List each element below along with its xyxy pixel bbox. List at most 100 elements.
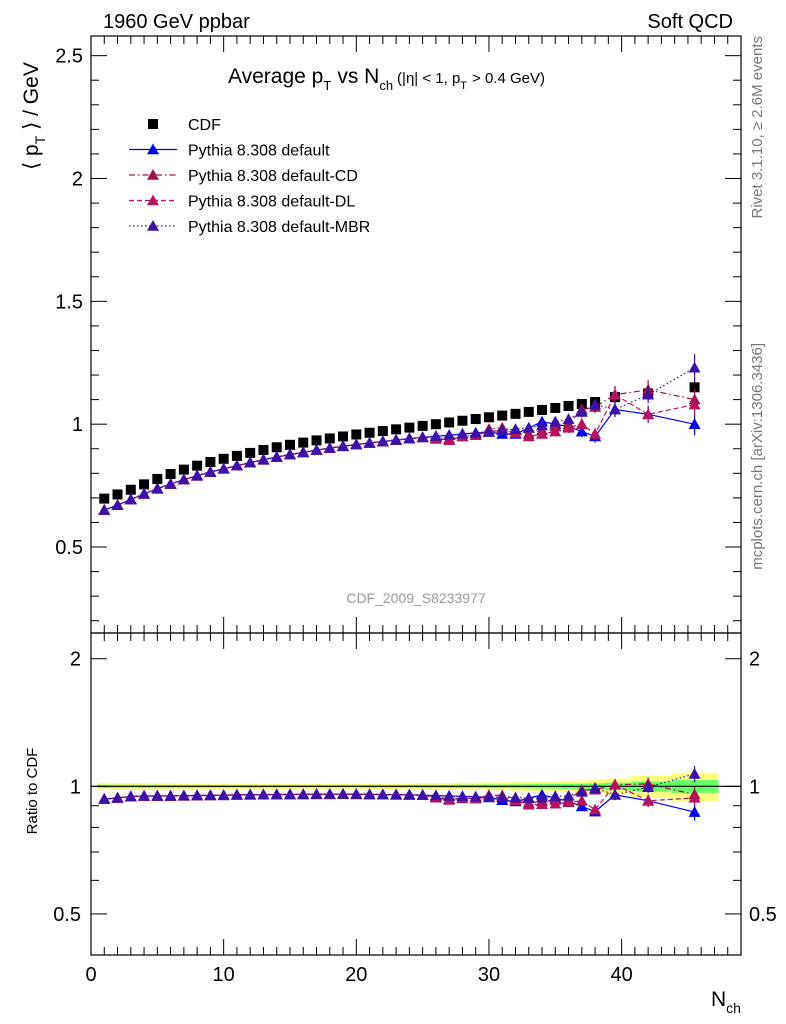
ratio-point [297,788,310,800]
legend: CDF Pythia 8.308 default Pythia 8.308 defa… [129,117,370,236]
ratio-point [688,791,701,803]
ratio-point [164,789,177,801]
data-point [244,456,257,468]
ratio-point [111,791,124,803]
data-point [310,443,323,455]
ratio-point [589,782,602,793]
ratio-point [642,794,655,806]
data-point [536,419,549,431]
ratio-point [443,789,456,801]
ratio-point [310,788,323,799]
mcplots-label: mcplots.cern.ch [arXiv:1306.3436] [749,343,766,570]
data-point [164,477,177,489]
y-tick-label: 1 [749,776,760,798]
ratio-point [376,788,389,800]
data-point [298,437,309,448]
legend-marker [147,194,159,206]
legend-label: Pythia 8.308 default [188,143,330,160]
x-tick-label: 0 [85,964,96,986]
svg-text:⟨ pT ⟩ / GeV: ⟨ pT ⟩ / GeV [20,62,48,170]
data-point [297,446,310,457]
x-tick-label: 40 [610,964,632,986]
ratio-frame [90,632,742,956]
y-tick-label: 2.5 [55,46,83,68]
ratio-point [217,789,230,800]
data-point [192,460,203,471]
data-point [338,431,349,442]
data-point [536,428,549,439]
series-line [104,367,695,511]
x-tick-label: 30 [478,964,500,986]
ratio-point [403,788,416,800]
legend-label: Pythia 8.308 default-DL [188,194,355,211]
data-point [350,438,363,450]
ratio-point [390,788,403,800]
data-point [589,398,602,410]
ratio-point [350,788,363,799]
data-point [575,405,588,417]
ratio-point [337,788,350,799]
data-point [152,473,163,484]
y-tick-label: 2 [72,168,83,190]
series-default [98,402,701,515]
data-point [351,429,362,440]
data-point [270,450,283,462]
ratio-point [98,792,111,804]
y-tick-label: 1.5 [55,291,83,313]
ratio-point [496,791,509,803]
ratio-point [549,797,562,809]
data-point [497,410,508,421]
data-point [230,459,243,471]
data-point [111,499,124,510]
legend-item-default_mbr: Pythia 8.308 default-MBR [129,219,370,236]
data-point [575,418,588,429]
legend-label: Pythia 8.308 default-CD [188,168,358,185]
data-point [444,417,455,428]
header-left: 1960 GeV ppbar [103,11,250,33]
ratio-series-default_mbr [98,765,701,804]
ratio-point [363,788,376,800]
data-point [98,503,111,515]
x-axis-label: Nch [711,988,741,1016]
data-point [139,479,150,490]
ratio-panel: 0.5 0.5 1 1 2 2 0 10 20 30 40 Ratio to CDF [24,632,777,986]
header-right: Soft QCD [647,11,733,33]
data-point [523,406,534,417]
ratio-point [244,788,257,800]
data-point [522,421,535,433]
data-point [151,482,164,494]
data-point [689,382,700,393]
data-point [522,430,535,442]
data-point [482,425,495,437]
data-point [177,473,190,485]
legend-marker [147,169,159,180]
data-point [205,457,216,468]
x-tick-label: 10 [213,964,235,986]
ratio-y-axis: 0.5 0.5 1 1 2 2 [53,649,777,956]
data-point [391,424,402,435]
data-point [549,425,562,437]
data-point [311,435,322,446]
data-point [403,432,416,444]
data-point [376,435,389,447]
main-x-ticks [90,36,729,633]
x-tick-label: 20 [345,964,367,986]
data-point [125,484,136,495]
data-point [457,415,468,426]
ratio-y-label: Ratio to CDF [24,748,41,835]
series-default_dl [98,386,701,515]
data-point [217,462,230,474]
ratio-point [536,791,549,803]
ratio-point [283,788,296,800]
y-tick-label: 1 [72,414,83,436]
legend-item-cdf: CDF [148,117,221,134]
ratio-point [575,785,588,797]
data-point [642,408,655,420]
data-point [283,448,296,460]
main-y-label: ⟨ pT ⟩ / GeV [20,62,48,170]
data-point [562,421,575,433]
series-cdf [99,377,700,504]
legend-marker [147,143,159,155]
data-point [510,408,521,419]
data-point [364,427,375,438]
